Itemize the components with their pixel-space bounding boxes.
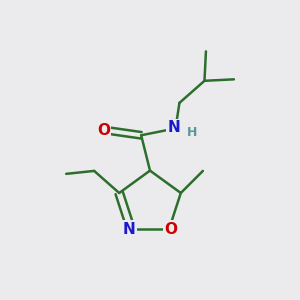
Text: H: H: [187, 126, 197, 139]
Text: O: O: [164, 222, 177, 237]
Text: N: N: [167, 120, 180, 135]
Text: N: N: [123, 222, 136, 237]
Text: O: O: [97, 123, 110, 138]
